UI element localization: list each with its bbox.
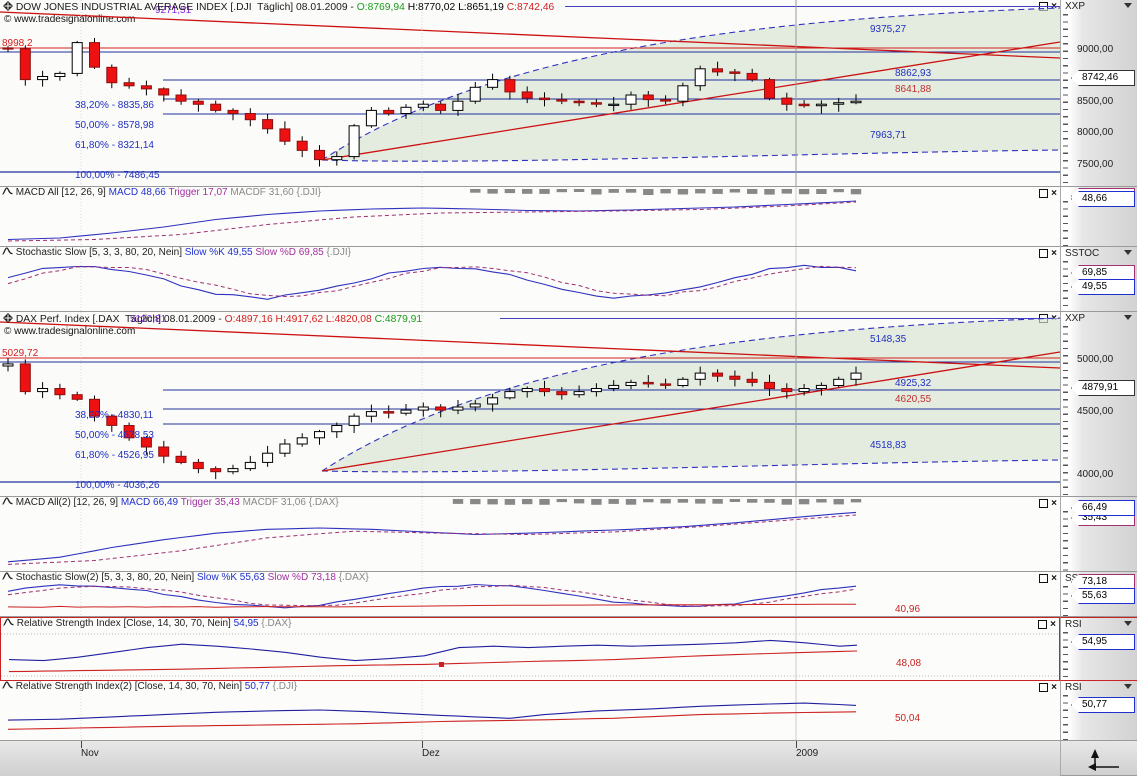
svg-text:4620,55: 4620,55	[895, 394, 932, 405]
svg-text:40,96: 40,96	[895, 604, 920, 615]
svg-text:8862,93: 8862,93	[895, 68, 932, 79]
svg-text:61,80% - 4526,95: 61,80% - 4526,95	[75, 450, 154, 461]
svg-text:9375,27: 9375,27	[870, 24, 907, 35]
svg-text:100,00% - 4036,26: 100,00% - 4036,26	[75, 480, 160, 491]
svg-text:5029,72: 5029,72	[2, 348, 39, 359]
svg-text:5148,35: 5148,35	[870, 334, 907, 345]
svg-text:4925,32: 4925,32	[895, 378, 932, 389]
svg-text:8998,2: 8998,2	[2, 38, 33, 49]
svg-text:7963,71: 7963,71	[870, 130, 907, 141]
svg-text:38,20% - 4830,11: 38,20% - 4830,11	[75, 410, 154, 421]
svg-text:4518,83: 4518,83	[870, 440, 907, 451]
svg-text:50,00% - 8578,98: 50,00% - 8578,98	[75, 120, 154, 131]
svg-text:100,00% - 7486,45: 100,00% - 7486,45	[75, 170, 160, 181]
svg-text:50,00% - 4678,53: 50,00% - 4678,53	[75, 430, 154, 441]
svg-text:48,08: 48,08	[896, 658, 921, 669]
svg-text:8641,88: 8641,88	[895, 84, 932, 95]
svg-text:61,80% - 8321,14: 61,80% - 8321,14	[75, 140, 154, 151]
svg-text:38,20% - 8835,86: 38,20% - 8835,86	[75, 100, 154, 111]
svg-text:50,04: 50,04	[895, 713, 920, 724]
